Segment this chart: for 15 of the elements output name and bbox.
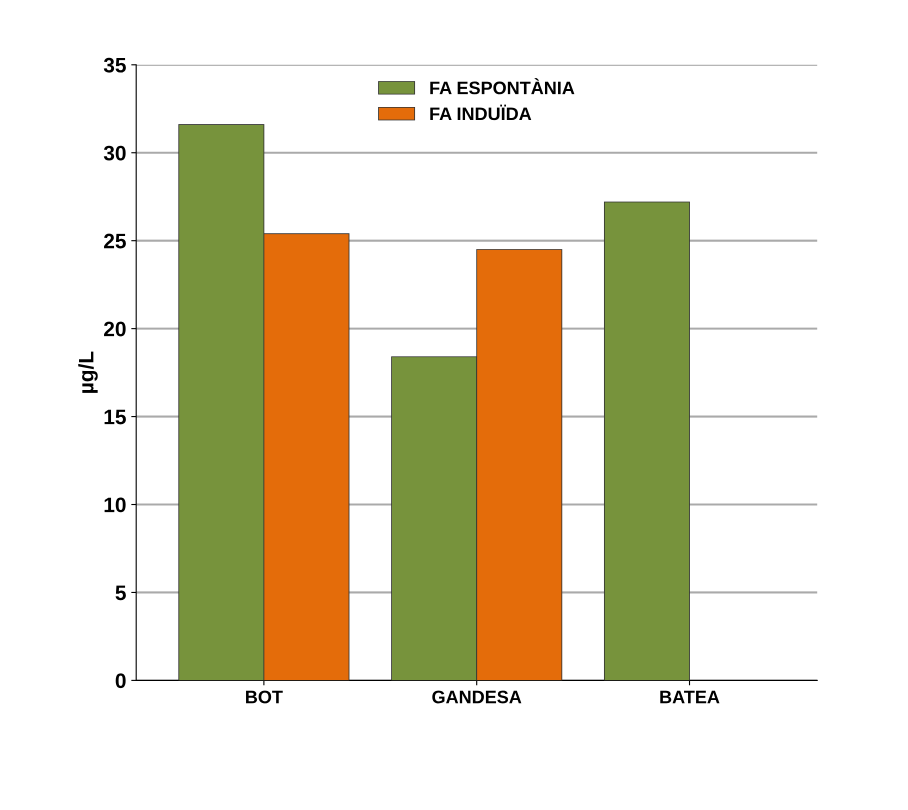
y-axis-title: µg/L — [78, 352, 98, 393]
y-tick-label: 35 — [104, 58, 126, 73]
y-tick-label: 10 — [104, 498, 126, 512]
x-tick-label: BATEA — [660, 690, 720, 704]
legend-label: FA INDUÏDA — [430, 104, 532, 120]
x-tick-label: BOT — [246, 690, 283, 704]
y-tick-label: 25 — [104, 234, 126, 248]
y-tick-label: 5 — [116, 586, 126, 600]
x-tick-label: GANDESA — [432, 690, 522, 704]
y-tick-label: 30 — [104, 146, 126, 161]
legend-label: FA ESPONTÀNIA — [430, 78, 574, 94]
y-tick-label: 0 — [116, 673, 126, 688]
y-tick-label: 15 — [104, 410, 126, 424]
y-tick-label: 20 — [104, 322, 126, 336]
bar — [604, 202, 690, 680]
